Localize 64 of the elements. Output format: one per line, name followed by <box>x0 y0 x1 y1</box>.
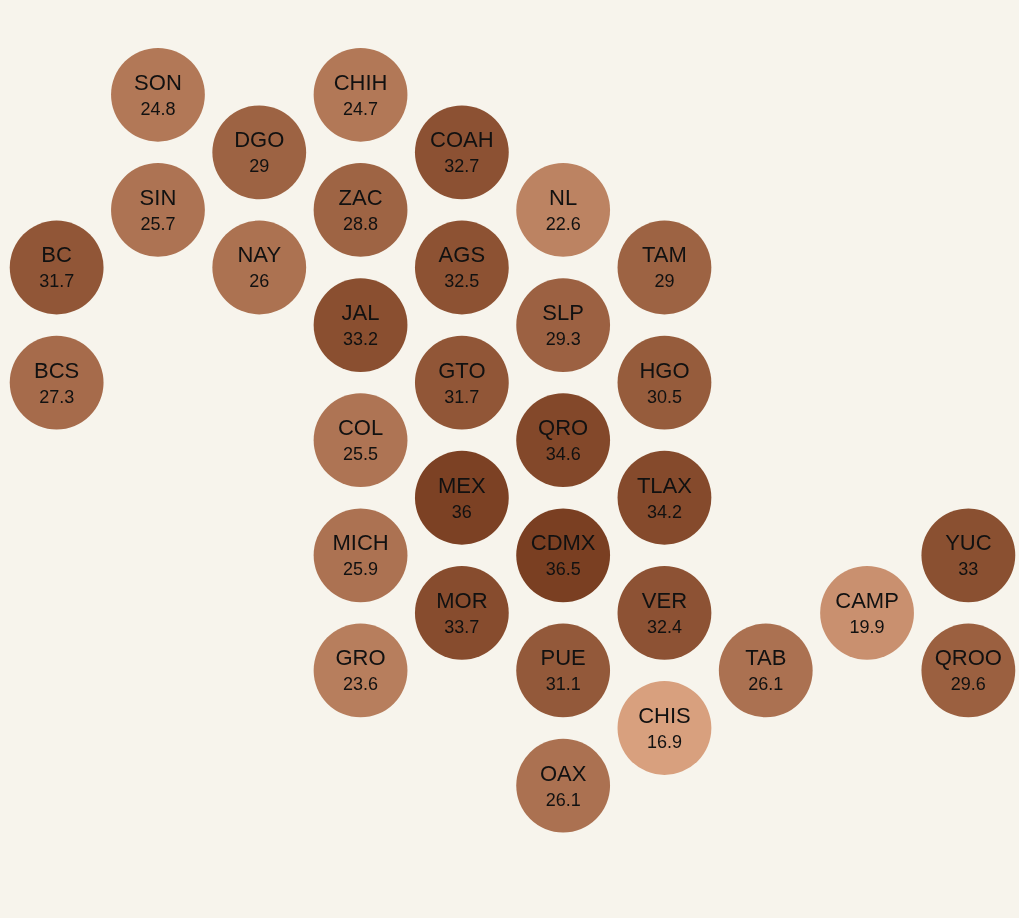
category-label: MEX <box>438 472 487 498</box>
category-label: BC <box>41 242 73 268</box>
category-label: COAH <box>430 127 494 153</box>
data-label: 33.2 <box>343 329 379 350</box>
category-label: CDMX <box>530 530 596 556</box>
data-label: 26.1 <box>545 789 581 810</box>
data-label: 22.6 <box>545 213 581 234</box>
category-label: JAL <box>341 300 380 326</box>
category-label: GRO <box>335 645 386 671</box>
category-label: COL <box>337 415 384 441</box>
data-label: 23.6 <box>343 674 379 695</box>
data-label: 27.3 <box>39 386 75 407</box>
data-label: 26.1 <box>748 674 784 695</box>
data-label: 34.6 <box>545 444 581 465</box>
category-label: TLAX <box>636 472 693 498</box>
category-label: MOR <box>436 587 488 613</box>
category-label: CAMP <box>835 587 899 613</box>
category-label: QRO <box>538 415 589 441</box>
data-label: 32.7 <box>444 156 480 177</box>
data-label: 36 <box>451 501 472 522</box>
category-label: SON <box>134 69 182 95</box>
data-label: 36.5 <box>545 559 581 580</box>
data-label: 28.8 <box>343 213 379 234</box>
category-label: TAB <box>745 645 787 671</box>
category-label: PUE <box>540 645 586 671</box>
data-label: 25.9 <box>343 559 379 580</box>
data-label: 33.7 <box>444 616 480 637</box>
data-label: 31.7 <box>39 271 75 292</box>
category-label: CHIH <box>333 69 388 95</box>
category-label: AGS <box>438 242 486 268</box>
category-label: SLP <box>542 300 584 326</box>
data-label: 29.6 <box>950 674 986 695</box>
category-label: SIN <box>139 184 177 210</box>
category-label: TAM <box>642 242 687 268</box>
data-label: 16.9 <box>646 732 682 753</box>
category-label: DGO <box>234 127 285 153</box>
data-label: 31.1 <box>545 674 581 695</box>
data-label: 25.7 <box>140 213 176 234</box>
category-label: QROO <box>934 645 1002 671</box>
category-label: VER <box>641 587 688 613</box>
data-label: 26 <box>249 271 270 292</box>
data-label: 29.3 <box>545 329 581 350</box>
data-label: 32.4 <box>646 616 682 637</box>
category-label: GTO <box>438 357 486 383</box>
data-label: 29 <box>249 156 270 177</box>
data-label: 25.5 <box>343 444 379 465</box>
category-label: YUC <box>945 530 992 556</box>
data-label: 19.9 <box>849 616 885 637</box>
category-label: NL <box>549 184 578 210</box>
category-label: BCS <box>34 357 80 383</box>
data-label: 31.7 <box>444 386 480 407</box>
category-label: OAX <box>539 760 587 786</box>
category-label: MICH <box>332 530 389 556</box>
data-label: 32.5 <box>444 271 480 292</box>
category-label: HGO <box>639 357 690 383</box>
data-label: 29 <box>654 271 675 292</box>
category-label: CHIS <box>638 703 691 729</box>
data-label: 24.8 <box>140 98 176 119</box>
data-label: 30.5 <box>646 386 682 407</box>
data-label: 33 <box>958 559 979 580</box>
data-label: 24.7 <box>343 98 379 119</box>
category-label: ZAC <box>338 184 383 210</box>
category-label: NAY <box>237 242 282 268</box>
data-label: 34.2 <box>646 501 682 522</box>
